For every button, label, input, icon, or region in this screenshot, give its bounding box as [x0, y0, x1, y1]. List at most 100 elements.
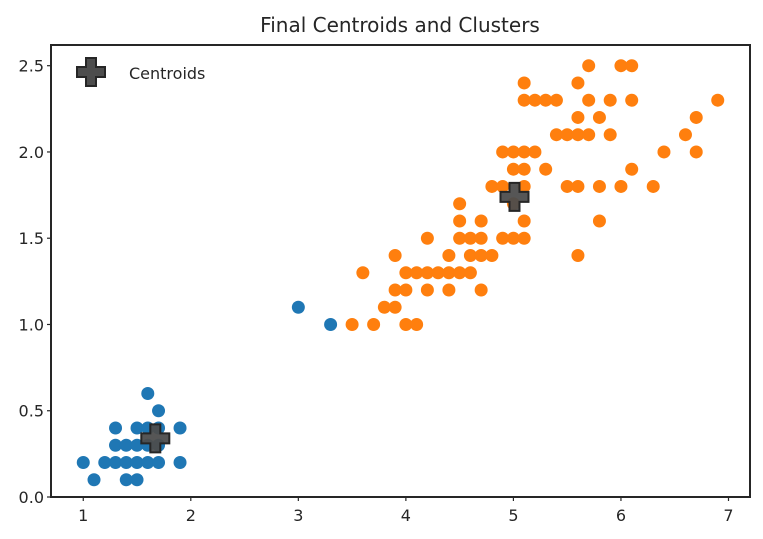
data-point-cluster-1 [517, 214, 531, 228]
data-point-cluster-1 [345, 317, 359, 331]
data-point-cluster-1 [377, 300, 391, 314]
data-point-cluster-0 [98, 455, 112, 469]
x-tick-label: 2 [186, 506, 196, 525]
data-point-cluster-1 [517, 93, 531, 107]
data-point-cluster-0 [87, 473, 101, 487]
data-point-cluster-1 [485, 179, 499, 193]
legend-label-centroids: Centroids [129, 64, 205, 83]
centroid-marker-1 [499, 181, 530, 212]
plot-area [76, 59, 725, 487]
data-point-cluster-1 [474, 231, 488, 245]
data-point-cluster-0 [291, 300, 305, 314]
data-point-cluster-0 [130, 438, 144, 452]
data-point-cluster-0 [130, 455, 144, 469]
y-tick-label: 0.0 [19, 488, 44, 507]
data-point-cluster-1 [603, 93, 617, 107]
data-point-cluster-1 [571, 110, 585, 124]
data-point-cluster-1 [442, 266, 456, 280]
data-point-cluster-1 [453, 197, 467, 211]
data-point-cluster-1 [453, 214, 467, 228]
data-point-cluster-1 [571, 179, 585, 193]
data-point-cluster-1 [571, 76, 585, 90]
data-point-cluster-1 [506, 145, 520, 159]
y-tick-label: 1.5 [19, 229, 44, 248]
y-tick-label: 0.5 [19, 402, 44, 421]
plot-frame [50, 44, 751, 498]
data-point-cluster-1 [485, 248, 499, 262]
data-point-cluster-1 [571, 128, 585, 142]
data-point-cluster-1 [420, 231, 434, 245]
data-point-cluster-1 [517, 179, 531, 193]
x-tick-label: 4 [401, 506, 411, 525]
data-point-cluster-1 [603, 128, 617, 142]
data-point-cluster-1 [453, 231, 467, 245]
data-point-cluster-0 [152, 455, 166, 469]
data-point-cluster-1 [625, 162, 639, 176]
data-point-cluster-1 [549, 128, 563, 142]
data-point-cluster-1 [506, 162, 520, 176]
x-tick-label: 5 [508, 506, 518, 525]
data-point-cluster-1 [410, 317, 424, 331]
data-point-cluster-1 [539, 93, 553, 107]
data-point-cluster-1 [399, 283, 413, 297]
y-tick-label: 1.0 [19, 315, 44, 334]
y-tick-label: 2.5 [19, 57, 44, 76]
data-point-cluster-1 [506, 231, 520, 245]
data-point-cluster-1 [474, 248, 488, 262]
data-point-cluster-0 [119, 473, 133, 487]
data-point-cluster-0 [141, 386, 155, 400]
data-point-cluster-1 [474, 283, 488, 297]
data-point-cluster-1 [582, 93, 596, 107]
chart-title: Final Centroids and Clusters [260, 13, 540, 37]
data-point-cluster-1 [463, 231, 477, 245]
data-point-cluster-1 [560, 128, 574, 142]
data-point-cluster-1 [592, 110, 606, 124]
data-point-cluster-0 [109, 455, 123, 469]
data-point-cluster-1 [614, 179, 628, 193]
data-point-cluster-1 [399, 266, 413, 280]
legend: Centroids [76, 57, 205, 87]
data-point-cluster-1 [517, 162, 531, 176]
centroid-marker-0 [140, 423, 171, 454]
data-point-cluster-1 [496, 231, 510, 245]
data-point-cluster-1 [657, 145, 671, 159]
data-point-cluster-0 [324, 317, 338, 331]
data-point-cluster-1 [528, 93, 542, 107]
data-point-cluster-1 [689, 145, 703, 159]
data-point-cluster-0 [130, 473, 144, 487]
data-point-cluster-1 [625, 93, 639, 107]
data-point-cluster-1 [560, 179, 574, 193]
data-point-cluster-1 [496, 179, 510, 193]
data-point-cluster-1 [453, 266, 467, 280]
data-point-cluster-1 [463, 248, 477, 262]
data-point-cluster-0 [130, 421, 144, 435]
data-point-cluster-1 [388, 283, 402, 297]
data-point-cluster-1 [517, 76, 531, 90]
data-point-cluster-0 [173, 455, 187, 469]
data-point-cluster-1 [614, 59, 628, 73]
data-point-cluster-1 [420, 266, 434, 280]
axis-ticks: 1 2 3 4 5 6 7 0.0 0.5 1.0 1.5 2.0 2.5 [19, 57, 734, 525]
data-point-cluster-1 [592, 179, 606, 193]
legend-centroid-marker [76, 57, 106, 87]
data-point-cluster-1 [463, 266, 477, 280]
data-point-cluster-1 [517, 231, 531, 245]
data-point-cluster-0 [109, 421, 123, 435]
data-point-cluster-1 [582, 128, 596, 142]
data-point-cluster-1 [549, 93, 563, 107]
data-point-cluster-1 [367, 317, 381, 331]
x-tick-label: 7 [723, 506, 733, 525]
data-point-cluster-1 [442, 248, 456, 262]
data-point-cluster-1 [646, 179, 660, 193]
data-point-cluster-1 [474, 214, 488, 228]
data-point-cluster-1 [496, 145, 510, 159]
data-point-cluster-1 [388, 300, 402, 314]
data-point-cluster-1 [410, 266, 424, 280]
data-point-cluster-1 [678, 128, 692, 142]
data-point-cluster-0 [173, 421, 187, 435]
data-point-cluster-1 [399, 317, 413, 331]
data-point-cluster-1 [431, 266, 445, 280]
data-point-cluster-1 [689, 110, 703, 124]
data-point-cluster-1 [571, 248, 585, 262]
